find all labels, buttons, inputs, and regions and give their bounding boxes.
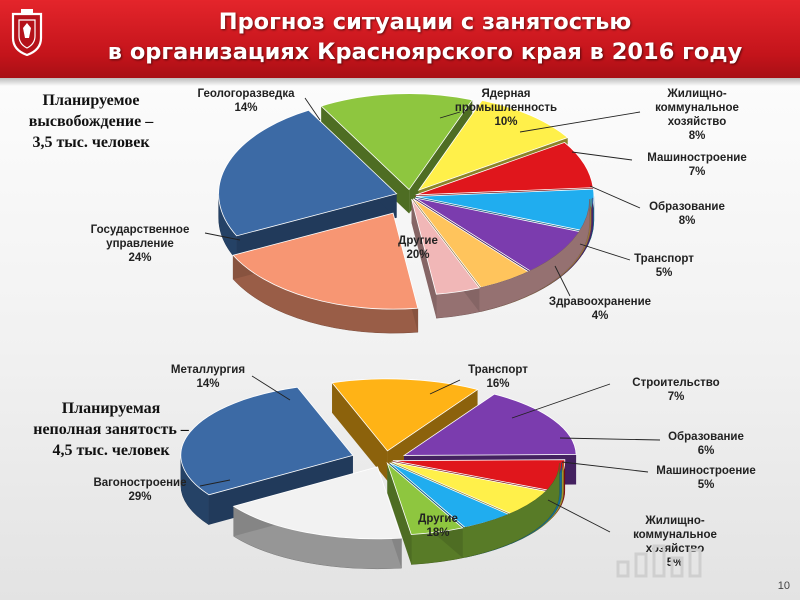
leader-line-2-2 bbox=[199, 479, 231, 487]
release-note: Планируемое высвобождение – 3,5 тыс. чел… bbox=[8, 90, 174, 153]
release-note-line-1: Планируемое bbox=[42, 92, 140, 109]
title-line-2: в организациях Красноярского края в 2016… bbox=[107, 39, 743, 65]
slice-value-1-7: 8% bbox=[679, 215, 696, 227]
slice-name-1-9: Здравоохранение bbox=[549, 296, 651, 308]
slice-name-1-1: Другие bbox=[398, 235, 438, 247]
leader-line-1-2 bbox=[204, 232, 241, 241]
leader-line-2-5 bbox=[511, 383, 611, 419]
pie-slice-1-1 bbox=[232, 212, 419, 334]
slice-name-1-7: Образование bbox=[649, 201, 725, 213]
slice-name-1-4: промышленность bbox=[455, 102, 557, 114]
slice-name-1-8: Транспорт bbox=[634, 253, 694, 265]
header-banner bbox=[0, 0, 800, 78]
slice-name-1-2: управление bbox=[106, 238, 174, 250]
growth-bars-icon bbox=[616, 544, 702, 578]
slice-value-1-8: 5% bbox=[656, 267, 673, 279]
title-line-1: Прогноз ситуации с занятостью bbox=[218, 9, 632, 35]
slice-value-1-6: 7% bbox=[689, 166, 706, 178]
slice-value-1-2: 24% bbox=[128, 252, 151, 264]
slice-value-2-2: 29% bbox=[128, 491, 151, 503]
pie-chart-1: Другие 20% Государственное управление 24% Гео… bbox=[91, 88, 747, 334]
pie-slice-2-8 bbox=[386, 461, 560, 565]
slice-name-2-4: Транспорт bbox=[468, 364, 528, 376]
slice-name-2-1: Другие bbox=[418, 513, 458, 525]
leader-line-1-4 bbox=[439, 111, 461, 119]
pie-slice-1-2 bbox=[218, 109, 398, 261]
slice-name-1-2: Государственное bbox=[91, 224, 190, 236]
slice-name-2-2: Вагоностроение bbox=[93, 477, 186, 489]
slice-value-1-1: 20% bbox=[406, 249, 429, 261]
slice-name-1-5: Жилищно- bbox=[666, 88, 727, 100]
pie-chart-2: Другие 18% Вагоностроение 29% Металлургия 14%… bbox=[93, 364, 756, 570]
part-time-note-line-3: 4,5 тыс. человек bbox=[52, 442, 170, 459]
coat-of-arms-icon bbox=[11, 9, 43, 56]
part-time-note-line-1: Планируемая bbox=[61, 400, 161, 417]
slice-name-2-8: Жилищно- bbox=[644, 515, 705, 527]
page-number: 10 bbox=[777, 580, 790, 592]
header-shadow bbox=[0, 78, 800, 86]
slice-value-2-6: 6% bbox=[698, 445, 715, 457]
slice-value-2-1: 18% bbox=[426, 527, 449, 539]
slice-name-1-5: коммунальное bbox=[655, 102, 739, 114]
slice-name-1-3: Геологоразведка bbox=[198, 88, 296, 100]
slice-name-2-6: Образование bbox=[668, 431, 744, 443]
leader-line-1-5 bbox=[519, 111, 641, 133]
slice-name-2-3: Металлургия bbox=[171, 364, 245, 376]
slice-name-2-8: коммунальное bbox=[633, 529, 717, 541]
part-time-note: Планируемая неполная занятость – 4,5 тыс… bbox=[4, 398, 218, 461]
leader-line-1-3 bbox=[304, 97, 321, 121]
release-note-line-2: высвобождение – bbox=[28, 113, 154, 130]
leader-line-1-9 bbox=[554, 265, 571, 297]
slice-name-1-5: хозяйство bbox=[668, 116, 726, 128]
slice-value-1-3: 14% bbox=[234, 102, 257, 114]
slice-value-2-4: 16% bbox=[486, 378, 509, 390]
slice-value-1-5: 8% bbox=[689, 130, 706, 142]
slice-value-1-4: 10% bbox=[494, 116, 517, 128]
slice-name-1-4: Ядерная bbox=[481, 88, 530, 100]
slice-name-1-6: Машиностроение bbox=[647, 152, 746, 164]
slice-value-1-9: 4% bbox=[592, 310, 609, 322]
leader-line-2-7 bbox=[561, 461, 649, 473]
leader-line-1-8 bbox=[579, 243, 631, 261]
leader-line-2-3 bbox=[251, 375, 291, 401]
part-time-note-line-2: неполная занятость – bbox=[33, 421, 189, 438]
slice-name-2-5: Строительство bbox=[632, 377, 719, 389]
leader-line-1-6 bbox=[571, 151, 633, 161]
slice-value-2-3: 14% bbox=[196, 378, 219, 390]
release-note-line-3: 3,5 тыс. человек bbox=[32, 134, 150, 151]
slice-value-2-5: 7% bbox=[668, 391, 685, 403]
slice-name-2-7: Машиностроение bbox=[656, 465, 755, 477]
pie-slice-2-1 bbox=[232, 466, 403, 570]
pie-slice-1-9 bbox=[411, 198, 590, 319]
leader-line-2-4 bbox=[429, 379, 461, 395]
slice-value-2-7: 5% bbox=[698, 479, 715, 491]
leader-line-2-6 bbox=[559, 437, 661, 441]
page-title: Прогноз ситуации с занятостью в организа… bbox=[60, 7, 790, 67]
leader-line-2-8 bbox=[547, 499, 611, 533]
leader-line-1-7 bbox=[589, 185, 641, 209]
